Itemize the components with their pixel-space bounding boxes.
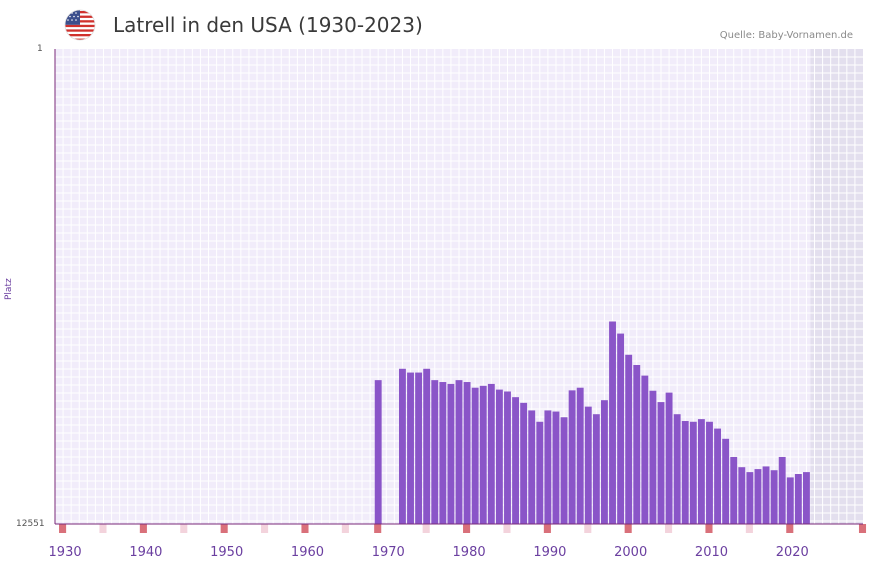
- bar-2010: [706, 421, 713, 524]
- bar-1969: [374, 380, 382, 524]
- bar-1985: [504, 391, 511, 524]
- marker-1980: [463, 524, 471, 533]
- bar-1990: [544, 410, 552, 524]
- bar-1976: [431, 380, 439, 524]
- bar-1991: [552, 411, 560, 524]
- x-tick-2010: 2010: [695, 545, 728, 560]
- bar-2008: [689, 421, 697, 524]
- bar-2011: [714, 428, 721, 524]
- bar-1972: [399, 368, 406, 524]
- axes: [54, 49, 863, 525]
- bar-1999: [617, 333, 625, 524]
- bar-2017: [762, 466, 770, 524]
- bar-2014: [738, 467, 746, 524]
- marker-1969: [374, 524, 382, 533]
- x-tick-1940: 1940: [129, 545, 162, 560]
- bar-1982: [479, 385, 487, 524]
- bar-1975: [423, 368, 431, 524]
- bar-2013: [730, 456, 738, 524]
- bar-2007: [681, 421, 689, 524]
- x-tick-labels: 1930 1940 1950 1960 1970 1980 1990 2000 2010 2020: [49, 545, 809, 560]
- bar-1980: [463, 382, 471, 524]
- chart-title: Latrell in den USA (1930-2023): [113, 13, 423, 37]
- bar-2002: [641, 375, 649, 524]
- bar-1988: [528, 410, 536, 524]
- bar-1996: [592, 414, 600, 524]
- bar-1998: [609, 321, 616, 524]
- marker-light-1945: [180, 524, 188, 533]
- bar-1979: [455, 380, 463, 524]
- bar-2016: [754, 469, 762, 524]
- marker-2000: [624, 524, 632, 533]
- bar-1997: [601, 400, 608, 524]
- y-tick-label-bottom: 12551: [16, 519, 45, 529]
- future-shading: [810, 49, 863, 524]
- source-credit: Quelle: Baby-Vornamen.de: [719, 30, 853, 41]
- marker-1990: [543, 524, 551, 533]
- bar-2020: [786, 477, 794, 524]
- bar-1983: [487, 383, 495, 524]
- marker-light-1965: [341, 524, 349, 533]
- marker-light-2015: [745, 524, 753, 533]
- marker-1940: [139, 524, 147, 533]
- bar-1987: [520, 402, 528, 524]
- x-tick-1970: 1970: [372, 545, 405, 560]
- bar-1973: [407, 372, 414, 524]
- marker-light-1985: [503, 524, 511, 533]
- marker-1960: [301, 524, 309, 533]
- bar-2001: [633, 364, 641, 524]
- bar-1989: [536, 421, 544, 524]
- bars-group: [374, 321, 810, 524]
- bar-1994: [576, 387, 584, 524]
- bar-1986: [512, 397, 519, 524]
- y-tick-label-top: 1: [37, 44, 43, 54]
- bar-1995: [584, 406, 592, 524]
- bar-2003: [649, 390, 657, 524]
- bar-1974: [415, 372, 423, 524]
- marker-1930: [59, 524, 67, 533]
- bar-2022: [803, 472, 810, 524]
- bar-2015: [746, 472, 754, 524]
- x-tick-1980: 1980: [453, 545, 486, 560]
- bar-2019: [778, 456, 786, 524]
- bottom-markers: [59, 524, 867, 533]
- marker-light-1995: [584, 524, 592, 533]
- x-tick-1990: 1990: [533, 545, 566, 560]
- marker-light-1975: [422, 524, 430, 533]
- bar-2009: [697, 419, 705, 524]
- marker-light-1955: [261, 524, 269, 533]
- bar-1993: [568, 390, 576, 524]
- x-tick-2020: 2020: [776, 545, 809, 560]
- bar-2018: [770, 470, 778, 524]
- bar-1992: [560, 417, 568, 524]
- bar-1977: [439, 382, 447, 524]
- marker-2020: [786, 524, 794, 533]
- bar-2004: [657, 402, 665, 524]
- bar-1984: [495, 389, 503, 524]
- bar-2012: [722, 438, 730, 524]
- x-tick-1950: 1950: [210, 545, 243, 560]
- bar-1978: [447, 383, 455, 524]
- marker-light-2005: [665, 524, 673, 533]
- marker-2010: [705, 524, 713, 533]
- bar-2021: [794, 474, 802, 524]
- x-tick-1960: 1960: [291, 545, 324, 560]
- x-tick-2000: 2000: [614, 545, 647, 560]
- usa-flag-icon: [64, 9, 96, 41]
- marker-1950: [220, 524, 228, 533]
- marker-light-1935: [99, 524, 107, 533]
- bar-1981: [471, 387, 479, 524]
- bar-2000: [625, 354, 633, 524]
- marker-2029: [858, 524, 867, 533]
- bar-2006: [673, 414, 681, 524]
- x-tick-1930: 1930: [49, 545, 82, 560]
- bar-2005: [665, 392, 673, 524]
